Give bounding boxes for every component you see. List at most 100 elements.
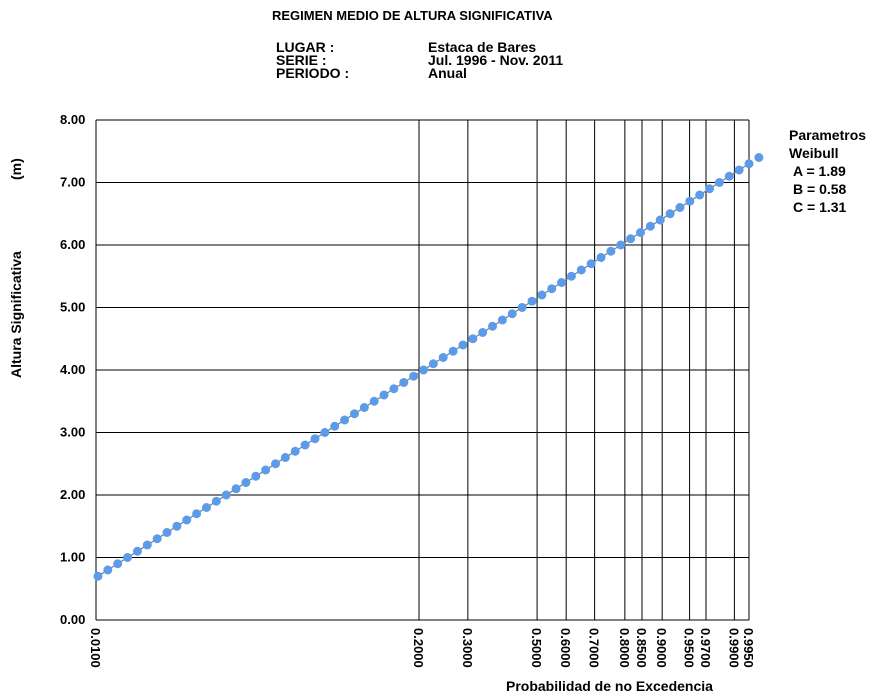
y-tick-label: 3.00: [60, 425, 85, 440]
data-point: [261, 465, 271, 475]
data-point: [182, 515, 192, 525]
data-point: [93, 571, 103, 581]
data-point: [271, 459, 281, 469]
data-point: [635, 228, 645, 237]
data-point: [330, 421, 340, 431]
param-c: C = 1.31: [793, 199, 847, 215]
data-point: [103, 565, 113, 575]
y-tick-label: 7.00: [60, 175, 85, 190]
y-tick-label: 8.00: [60, 112, 85, 127]
y-tick-label: 5.00: [60, 300, 85, 315]
param-b: B = 0.58: [793, 181, 847, 197]
data-point: [389, 384, 399, 394]
data-point: [616, 240, 626, 250]
data-point: [645, 221, 655, 231]
data-point: [201, 503, 211, 512]
data-point: [340, 415, 350, 425]
data-point: [172, 521, 182, 531]
data-point: [152, 534, 162, 544]
data-point: [507, 309, 517, 319]
data-point: [409, 371, 419, 381]
data-point: [665, 209, 675, 219]
x-tick-label: 0.6000: [558, 628, 573, 668]
data-point: [566, 271, 576, 281]
data-point: [231, 484, 241, 494]
chart-title: REGIMEN MEDIO DE ALTURA SIGNIFICATIVA: [272, 8, 553, 23]
data-point: [369, 396, 379, 406]
data-point: [428, 359, 438, 369]
data-point: [221, 490, 231, 500]
param-a: A = 1.89: [793, 163, 846, 179]
data-point: [399, 378, 409, 387]
data-point: [162, 528, 172, 537]
data-point: [517, 303, 527, 312]
data-point: [488, 321, 498, 331]
data-point: [448, 346, 458, 356]
data-point: [320, 428, 330, 437]
x-tick-label: 0.8500: [634, 628, 649, 668]
data-point: [300, 440, 310, 450]
params-distribution: Weibull: [789, 145, 839, 161]
x-tick-label: 0.0100: [88, 628, 103, 668]
data-point: [586, 259, 596, 269]
data-point: [744, 159, 754, 169]
x-tick-label: 0.5000: [529, 628, 544, 668]
serie-value: Jul. 1996 - Nov. 2011: [428, 52, 564, 68]
data-point: [527, 296, 537, 306]
data-point: [754, 153, 764, 162]
x-axis-label: Probabilidad de no Excedencia: [506, 678, 713, 694]
data-point: [557, 278, 567, 287]
data-point: [142, 540, 152, 550]
x-tick-label: 0.9500: [682, 628, 697, 668]
data-point: [310, 434, 320, 444]
x-tick-label: 0.3000: [460, 628, 475, 668]
data-point: [626, 234, 636, 244]
data-point: [113, 559, 123, 569]
periodo-label: PERIODO :: [276, 65, 350, 81]
periodo-value: Anual: [428, 65, 467, 81]
data-point: [714, 178, 724, 187]
data-point: [211, 496, 221, 506]
data-point: [458, 340, 468, 350]
x-tick-label: 0.9700: [698, 628, 713, 668]
y-tick-label: 0.00: [60, 612, 85, 627]
data-point: [724, 171, 734, 181]
params-title: Parametros: [789, 127, 867, 143]
data-point: [123, 553, 133, 562]
data-point: [192, 509, 202, 519]
data-point: [379, 390, 389, 400]
y-tick-label: 2.00: [60, 487, 85, 502]
data-point: [438, 353, 448, 362]
x-tick-label: 0.9950: [741, 628, 756, 668]
data-point: [547, 284, 557, 294]
data-point: [576, 265, 586, 275]
data-point: [497, 315, 507, 325]
data-point: [359, 403, 369, 412]
data-point: [596, 253, 606, 262]
data-point: [734, 165, 744, 175]
data-point: [132, 546, 142, 556]
lugar-value: Estaca de Bares: [428, 39, 537, 55]
data-point: [418, 365, 428, 375]
data-point: [280, 453, 290, 462]
x-tick-label: 0.8000: [617, 628, 632, 668]
data-point: [705, 184, 715, 194]
x-tick-label: 0.9000: [654, 628, 669, 668]
data-point: [468, 334, 478, 344]
y-tick-label: 4.00: [60, 362, 85, 377]
data-point: [349, 409, 359, 419]
data-point: [695, 190, 705, 200]
data-point: [537, 290, 547, 300]
y-tick-label: 6.00: [60, 237, 85, 252]
lugar-label: LUGAR :: [276, 39, 335, 55]
x-tick-label: 0.9900: [726, 628, 741, 668]
serie-label: SERIE :: [276, 52, 327, 68]
data-point: [655, 215, 665, 225]
data-point: [241, 478, 251, 487]
data-point: [675, 203, 685, 212]
data-point: [251, 471, 261, 481]
y-tick-label: 1.00: [60, 550, 85, 565]
data-point: [478, 328, 488, 337]
data-point: [290, 446, 300, 456]
